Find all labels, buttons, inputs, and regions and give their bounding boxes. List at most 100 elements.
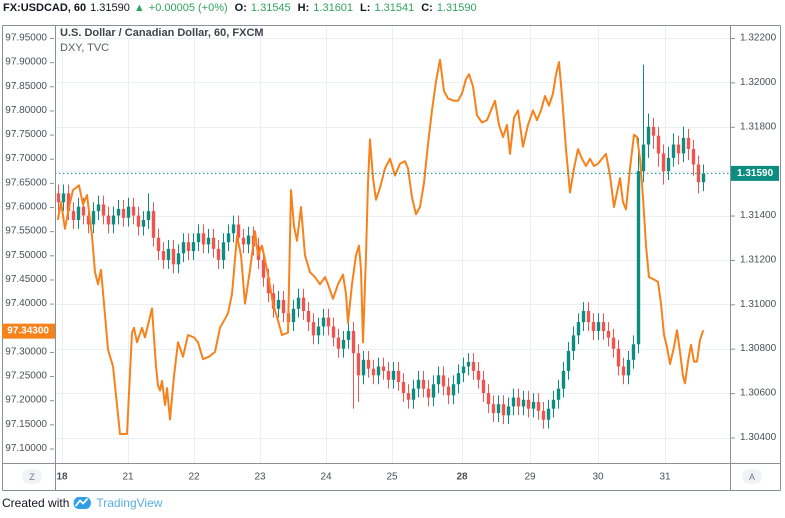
candle-body bbox=[646, 126, 651, 145]
candle-body bbox=[331, 326, 336, 338]
candle-body bbox=[76, 206, 81, 220]
candle-body bbox=[386, 370, 391, 380]
open-label: O: bbox=[234, 2, 247, 14]
right-axis-label: 1.32000 bbox=[740, 77, 777, 88]
left-axis-label: 97.50000 bbox=[5, 250, 47, 261]
candle-body bbox=[201, 233, 206, 245]
candle-body bbox=[626, 359, 631, 376]
candle-body bbox=[261, 259, 266, 278]
candle-body bbox=[376, 366, 381, 376]
candle-body bbox=[351, 330, 356, 354]
tradingview-brand-text[interactable]: TradingView bbox=[96, 496, 163, 510]
time-axis[interactable]: 18 21 22 23 24 25 28 29 30 31 bbox=[56, 472, 671, 483]
candle-body bbox=[91, 211, 96, 225]
right-axis-label: 1.31400 bbox=[740, 210, 777, 221]
grid bbox=[55, 25, 730, 463]
right-price-axis[interactable]: 1.32200 1.32000 1.31800 1.31400 1.31200 1.310… bbox=[731, 33, 777, 444]
chart-title[interactable]: U.S. Dollar / Canadian Dollar, 60, FXCM bbox=[60, 27, 264, 39]
candle-body bbox=[511, 397, 516, 407]
time-axis-label: 24 bbox=[320, 472, 332, 483]
candle-body bbox=[436, 375, 441, 385]
candle-body bbox=[171, 248, 176, 265]
candle-body bbox=[611, 337, 616, 349]
tradingview-logo-icon bbox=[73, 496, 92, 510]
candle-body bbox=[136, 215, 141, 227]
candle-body bbox=[111, 215, 116, 225]
usdcad-candles-series bbox=[56, 64, 706, 429]
right-axis-label: 1.30600 bbox=[740, 388, 777, 399]
right-axis-label: 1.31800 bbox=[740, 121, 777, 132]
candle-body bbox=[691, 148, 696, 165]
candle-body bbox=[491, 404, 496, 414]
candle-body bbox=[276, 299, 281, 309]
candle-body bbox=[101, 204, 106, 216]
candle-body bbox=[236, 224, 241, 238]
candle-body bbox=[361, 359, 366, 376]
close-label: C: bbox=[421, 2, 433, 14]
candle-body bbox=[141, 219, 146, 227]
candle-body bbox=[391, 370, 396, 380]
candle-body bbox=[401, 382, 406, 394]
candle-body bbox=[356, 353, 361, 376]
time-axis-label: 31 bbox=[659, 472, 671, 483]
candle-body bbox=[536, 401, 541, 411]
candle-body bbox=[211, 237, 216, 249]
candle-body bbox=[596, 322, 601, 331]
candle-body bbox=[71, 211, 76, 220]
right-axis-label: 1.30800 bbox=[740, 343, 777, 354]
candle-body bbox=[321, 317, 326, 327]
candle-body bbox=[421, 379, 426, 389]
price-change: +0.00005 (+0%) bbox=[148, 2, 228, 14]
candle-body bbox=[291, 308, 296, 323]
autoscale-button[interactable]: A bbox=[742, 469, 762, 484]
time-axis-label: 29 bbox=[524, 472, 536, 483]
candle-body bbox=[191, 242, 196, 252]
created-with-text: Created with bbox=[2, 496, 70, 510]
candle-body bbox=[86, 215, 91, 225]
candle-body bbox=[116, 208, 121, 216]
chart-subtitle-dxy[interactable]: DXY, TVC bbox=[60, 42, 110, 54]
chart-frame bbox=[2, 25, 781, 491]
candle-body bbox=[456, 373, 461, 385]
time-axis-label: 18 bbox=[56, 472, 68, 483]
candle-body bbox=[296, 297, 301, 309]
dxy-price-badge bbox=[2, 323, 55, 339]
candle-body bbox=[581, 310, 586, 323]
candle-body bbox=[411, 388, 416, 400]
candle-body bbox=[656, 135, 661, 154]
time-axis-label: 25 bbox=[386, 472, 398, 483]
candle-body bbox=[416, 379, 421, 389]
candle-body bbox=[346, 330, 351, 340]
candle-body bbox=[231, 224, 236, 234]
right-axis-label: 1.30400 bbox=[740, 432, 777, 443]
candle-body bbox=[561, 370, 566, 389]
candle-body bbox=[181, 242, 186, 254]
candle-body bbox=[106, 215, 111, 225]
timezone-button[interactable]: Z bbox=[22, 469, 42, 484]
candle-body bbox=[516, 397, 521, 407]
time-axis-label: 23 bbox=[254, 472, 266, 483]
left-price-axis[interactable]: 97.95000 97.90000 97.85000 97.80000 97.75000… bbox=[5, 33, 54, 455]
candle-body bbox=[341, 339, 346, 349]
candle-body bbox=[226, 233, 231, 243]
candle-body bbox=[651, 126, 656, 136]
candle-body bbox=[186, 242, 191, 252]
candle-body bbox=[671, 144, 676, 158]
candle-body bbox=[241, 237, 246, 245]
candle-body bbox=[176, 253, 181, 265]
candle-body bbox=[266, 277, 271, 294]
candle-body bbox=[246, 235, 251, 245]
symbol-name[interactable]: FX:USDCAD, 60 bbox=[3, 2, 87, 14]
left-axis-label: 97.60000 bbox=[5, 202, 47, 213]
candle-body bbox=[686, 137, 691, 149]
candle-body bbox=[221, 242, 226, 260]
candle-body bbox=[576, 322, 581, 336]
right-axis-label: 1.32200 bbox=[740, 33, 777, 44]
candle-body bbox=[526, 399, 531, 409]
candle-body bbox=[336, 337, 341, 349]
left-axis-label: 97.70000 bbox=[5, 153, 47, 164]
candle-body bbox=[326, 317, 331, 327]
candle-body bbox=[476, 370, 481, 380]
